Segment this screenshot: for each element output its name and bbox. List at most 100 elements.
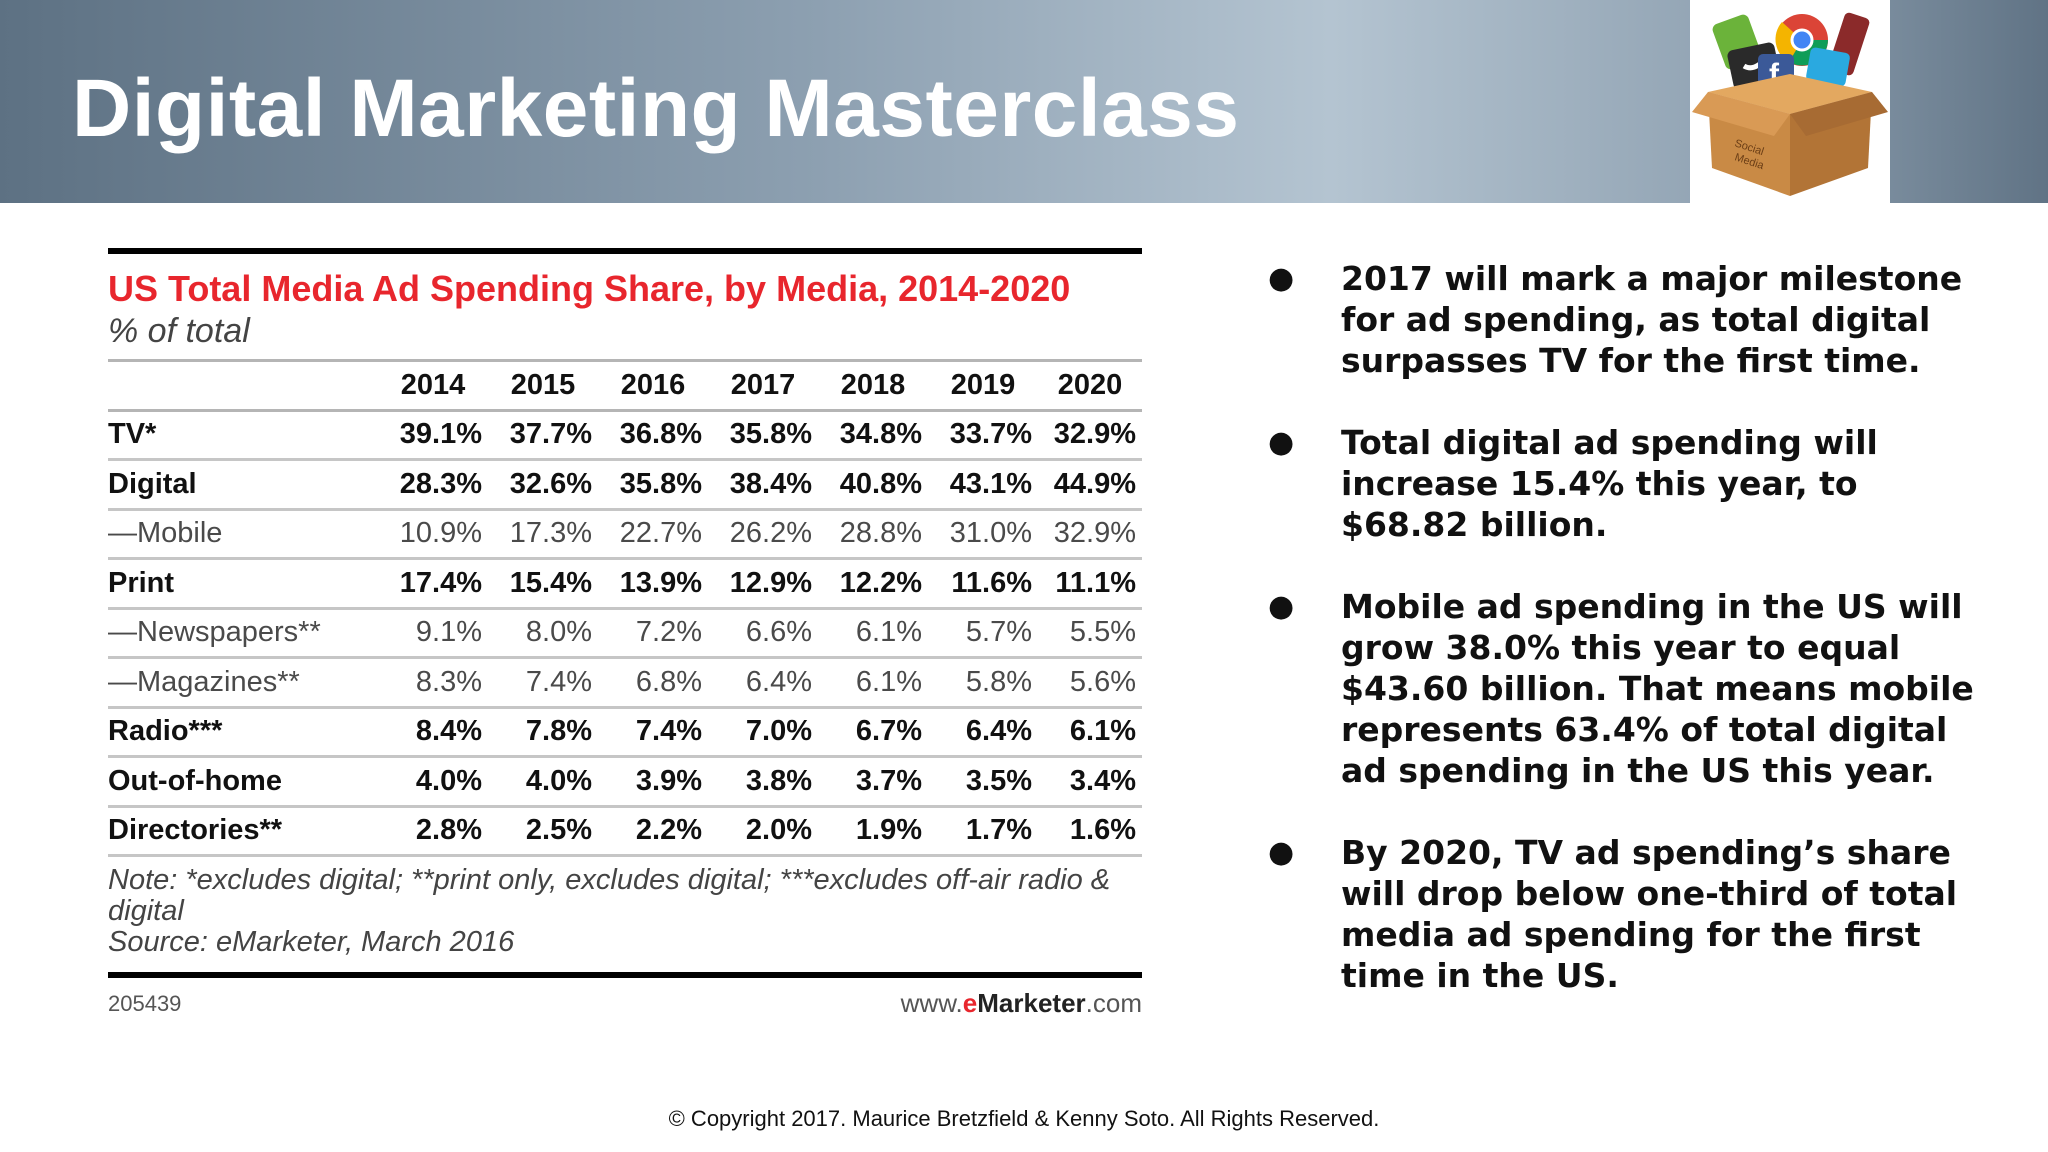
table-cell: 32.9% — [1053, 517, 1136, 550]
table-cell: 2.0% — [745, 814, 812, 847]
bullet-text: By 2020, TV ad spending’s share will dro… — [1341, 833, 1958, 995]
table-cell: 32.6% — [509, 467, 592, 500]
table-cell: 43.1% — [949, 467, 1032, 500]
row-label: Directories** — [108, 814, 283, 847]
table-cell: 44.9% — [1053, 467, 1136, 500]
emarketer-chart: US Total Media Ad Spending Share, by Med… — [108, 248, 1142, 1019]
table-row: Digital 28.3% 32.6% 35.8% 38.4% 40.8% 43.1% 44.… — [108, 460, 1142, 509]
table-cell: 7.4% — [635, 715, 702, 748]
slide-title: Digital Marketing Masterclass — [72, 63, 1240, 154]
chart-title: US Total Media Ad Spending Share, by Med… — [108, 268, 1071, 309]
table-cell: 8.3% — [415, 665, 482, 698]
bullet-list: ● 2017 will mark a major milestone for ad… — [1268, 258, 1988, 996]
column-header: 2017 — [730, 368, 796, 401]
column-header: 2019 — [950, 368, 1016, 401]
table-cell: 3.5% — [965, 764, 1032, 797]
table-cell: 6.7% — [855, 715, 922, 748]
bullet-item: ● By 2020, TV ad spending’s share will dr… — [1268, 832, 1988, 996]
table-row: Print 17.4% 15.4% 13.9% 12.9% 12.2% 11.6% 11.1% — [108, 559, 1142, 608]
table-row: Directories** 2.8% 2.5% 2.2% 2.0% 1.9% 1.7% 1.6… — [108, 806, 1142, 856]
table-cell: 6.4% — [965, 715, 1032, 748]
note-text: Note: *excludes digital; **print only, e… — [108, 864, 1111, 927]
row-label: —Mobile — [108, 517, 223, 550]
table-cell: 38.4% — [729, 467, 812, 500]
table-cell: 36.8% — [619, 418, 702, 451]
row-label: Out-of-home — [108, 764, 282, 797]
table-cell: 35.8% — [729, 418, 812, 451]
table-cell: 7.0% — [745, 715, 812, 748]
table-row: —Magazines** 8.3% 7.4% 6.8% 6.4% 6.1% 5.8% 5.6% — [108, 658, 1142, 707]
table-cell: 9.1% — [415, 616, 482, 649]
column-header: 2014 — [400, 368, 466, 401]
social-media-box-icon: f Social Media — [1692, 12, 1888, 196]
column-header: 2018 — [840, 368, 906, 401]
brand-e: e — [962, 988, 978, 1018]
table-cell: 5.5% — [1069, 616, 1136, 649]
brand-name: Marketer — [977, 988, 1086, 1018]
table-cell: 40.8% — [839, 467, 922, 500]
table-cell: 10.9% — [399, 517, 482, 550]
table-cell: 26.2% — [729, 517, 812, 550]
table-cell: 34.8% — [839, 418, 922, 451]
table-cell: 8.4% — [415, 715, 482, 748]
chart-footer: 205439 www.eMarketer.com — [108, 988, 1142, 1019]
table-cell: 39.1% — [399, 418, 482, 451]
column-header: 2016 — [620, 368, 686, 401]
table-cell: 5.7% — [965, 616, 1032, 649]
bottom-rule — [108, 972, 1142, 978]
table-row: Radio*** 8.4% 7.8% 7.4% 7.0% 6.7% 6.4% 6.1% — [108, 707, 1142, 757]
logo-panel: f Social Media — [1690, 0, 1890, 203]
table-cell: 2.5% — [525, 814, 592, 847]
table-cell: 6.4% — [745, 665, 812, 698]
chart-note: Note: *excludes digital; **print only, e… — [108, 865, 1142, 958]
column-header: 2020 — [1057, 368, 1123, 401]
header-empty-cell — [108, 361, 378, 411]
table-row: —Mobile 10.9% 17.3% 22.7% 26.2% 28.8% 31.0% 32.… — [108, 509, 1142, 559]
chart-id: 205439 — [108, 990, 182, 1016]
table-cell: 17.4% — [399, 566, 482, 599]
table-cell: 32.9% — [1053, 418, 1136, 451]
bullet-item: ● Mobile ad spending in the US will grow … — [1268, 586, 1988, 791]
bullet-text: 2017 will mark a major milestone for ad … — [1341, 259, 1963, 380]
table-cell: 6.8% — [635, 665, 702, 698]
table-row: TV* 39.1% 37.7% 36.8% 35.8% 34.8% 33.7% 32.9% — [108, 410, 1142, 460]
table-cell: 1.7% — [965, 814, 1032, 847]
bullet-text: Total digital ad spending will increase … — [1341, 423, 1878, 544]
table-cell: 6.6% — [745, 616, 812, 649]
chart-subtitle: % of total — [108, 312, 250, 350]
table-cell: 11.6% — [951, 566, 1032, 599]
table-cell: 5.8% — [965, 665, 1032, 698]
table-cell: 6.1% — [855, 665, 922, 698]
table-cell: 33.7% — [949, 418, 1032, 451]
row-label: TV* — [108, 418, 157, 451]
table-cell: 3.9% — [635, 764, 702, 797]
bullet-item: ● Total digital ad spending will increase… — [1268, 422, 1988, 545]
table-cell: 28.8% — [839, 517, 922, 550]
emarketer-link[interactable]: www.eMarketer.com — [901, 988, 1142, 1019]
top-rule — [108, 248, 1142, 254]
table-cell: 28.3% — [399, 467, 482, 500]
table-cell: 7.2% — [635, 616, 702, 649]
table-cell: 35.8% — [619, 467, 702, 500]
table-cell: 17.3% — [509, 517, 592, 550]
row-label: —Newspapers** — [108, 616, 321, 649]
column-header: 2015 — [510, 368, 576, 401]
table-cell: 7.8% — [525, 715, 592, 748]
table-cell: 12.2% — [839, 566, 922, 599]
table-cell: 4.0% — [525, 764, 592, 797]
row-label: Radio*** — [108, 715, 223, 748]
table-cell: 8.0% — [525, 616, 592, 649]
table-cell: 3.8% — [745, 764, 812, 797]
svg-text:f: f — [1769, 58, 1780, 91]
table-row: Out-of-home 4.0% 4.0% 3.9% 3.8% 3.7% 3.5% 3.4% — [108, 757, 1142, 806]
table-cell: 31.0% — [949, 517, 1032, 550]
table-row: —Newspapers** 9.1% 8.0% 7.2% 6.6% 6.1% 5.7% 5.5… — [108, 608, 1142, 658]
table-cell: 13.9% — [619, 566, 702, 599]
table-cell: 22.7% — [619, 517, 702, 550]
table-header-row: 2014 2015 2016 2017 2018 2019 2020 — [108, 360, 1142, 411]
bullet-dot-icon: ● — [1268, 261, 1295, 296]
table-cell: 15.4% — [509, 566, 592, 599]
copyright-footer: © Copyright 2017. Maurice Bretzfield & K… — [668, 1106, 1380, 1131]
bullet-dot-icon: ● — [1268, 589, 1295, 624]
bullet-dot-icon: ● — [1268, 425, 1295, 460]
